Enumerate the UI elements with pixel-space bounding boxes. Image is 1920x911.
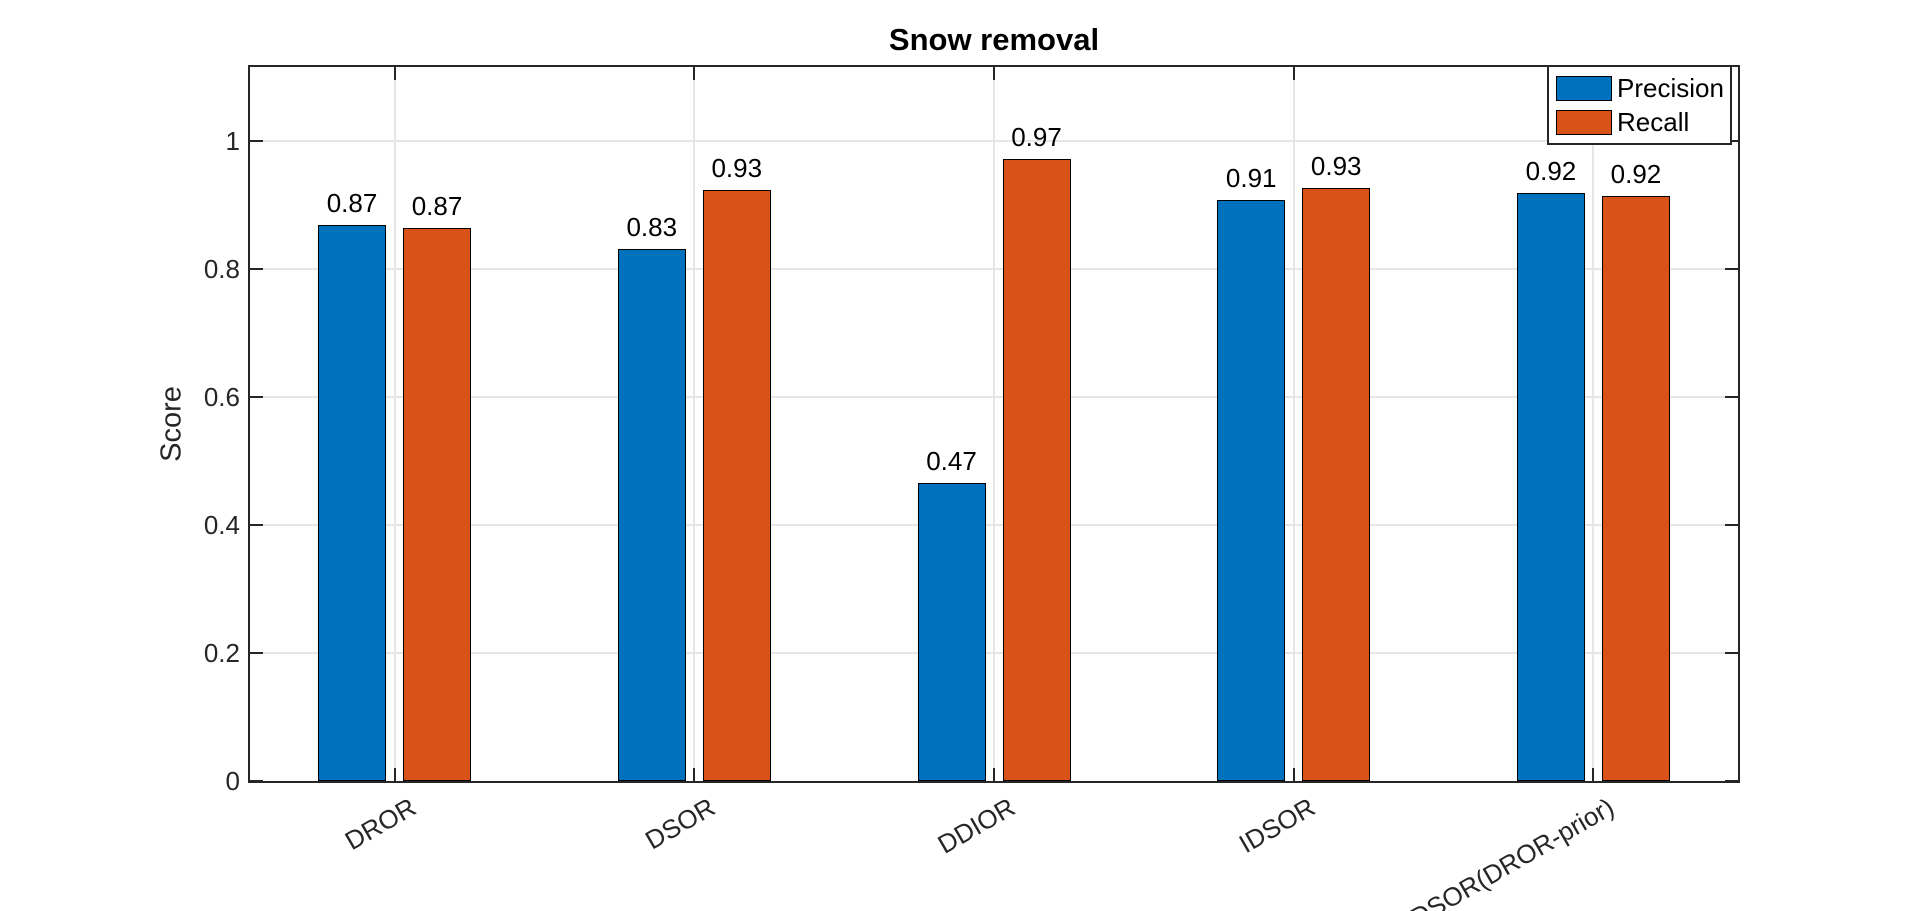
bar-recall-DSOR [702, 189, 771, 781]
x-tick-mark-bottom [393, 768, 396, 781]
plot-area: 0.87 0.83 0.47 0.91 0.92 0.87 0.93 0.97 0.93 0.92 [248, 65, 1740, 783]
x-tick-label-dror: DROR [339, 791, 421, 856]
x-tick-mark-top [693, 67, 696, 80]
x-tick-mark-bottom [693, 768, 696, 781]
legend-label: Precision [1617, 73, 1724, 103]
legend-swatch-precision [1556, 75, 1612, 101]
x-gridline [1592, 67, 1595, 781]
x-tick-mark-top [393, 67, 396, 80]
x-gridline [993, 67, 995, 781]
y-tick-mark-left [250, 139, 263, 142]
bar-recall-IDSOR [1302, 188, 1371, 781]
y-tick-mark-right [1725, 523, 1738, 526]
bar-precision-DSOR [617, 248, 686, 781]
bar-value-label: 0.93 [1310, 151, 1362, 182]
y-tick-label: 0.4 [203, 509, 240, 540]
x-tick-mark-bottom [993, 768, 995, 781]
y-tick-mark-right [1725, 651, 1738, 654]
legend-item-recall: Recall [1556, 109, 1724, 135]
x-tick-mark-bottom [1292, 768, 1295, 781]
bar-value-label: 0.91 [1225, 162, 1277, 193]
y-tick-mark-right [1725, 780, 1738, 782]
bar-recall-DROR [403, 228, 472, 781]
bar-recall-DDIOR [1002, 159, 1071, 781]
bar-precision-DDIOR [917, 483, 986, 781]
bar-value-label: 0.93 [711, 152, 763, 183]
y-tick-mark-left [250, 523, 263, 526]
y-tick-mark-left [250, 651, 263, 654]
y-tick-mark-left [250, 395, 263, 398]
bar-value-label: 0.97 [1011, 122, 1062, 153]
bar-value-label: 0.87 [326, 188, 378, 219]
y-tick-label: 0.8 [203, 253, 240, 284]
x-tick-mark-top [1292, 67, 1295, 80]
y-tick-label: 1 [225, 125, 240, 156]
y-tick-mark-right [1725, 267, 1738, 270]
y-tick-label: 0 [225, 766, 240, 796]
y-tick-label: 0.2 [203, 637, 240, 668]
y-tick-mark-left [250, 267, 263, 270]
chart-title: Snow removal [888, 22, 1100, 57]
bar-value-label: 0.92 [1610, 159, 1662, 190]
x-tick-mark-top [993, 67, 995, 80]
x-tick-mark-bottom [1592, 768, 1595, 781]
legend: Precision Recall [1547, 65, 1732, 145]
bar-precision-IDSOR(DROR-prior) [1516, 192, 1585, 781]
bar-value-label: 0.47 [926, 446, 977, 477]
bar-precision-IDSOR [1217, 199, 1286, 781]
y-tick-mark-left [250, 780, 263, 782]
x-gridline [1292, 67, 1295, 781]
bar-value-label: 0.87 [411, 191, 463, 222]
bar-value-label: 0.83 [626, 211, 678, 242]
bar-precision-DROR [318, 225, 387, 781]
y-tick-mark-right [1725, 395, 1738, 398]
legend-swatch-recall [1556, 109, 1612, 135]
y-tick-label: 0.6 [203, 381, 240, 412]
x-gridline [393, 67, 396, 781]
bar-value-label: 0.92 [1525, 155, 1577, 186]
legend-label: Recall [1617, 107, 1690, 137]
bar-recall-IDSOR(DROR-prior) [1601, 196, 1670, 781]
legend-item-precision: Precision [1556, 75, 1724, 101]
x-gridline [693, 67, 696, 781]
